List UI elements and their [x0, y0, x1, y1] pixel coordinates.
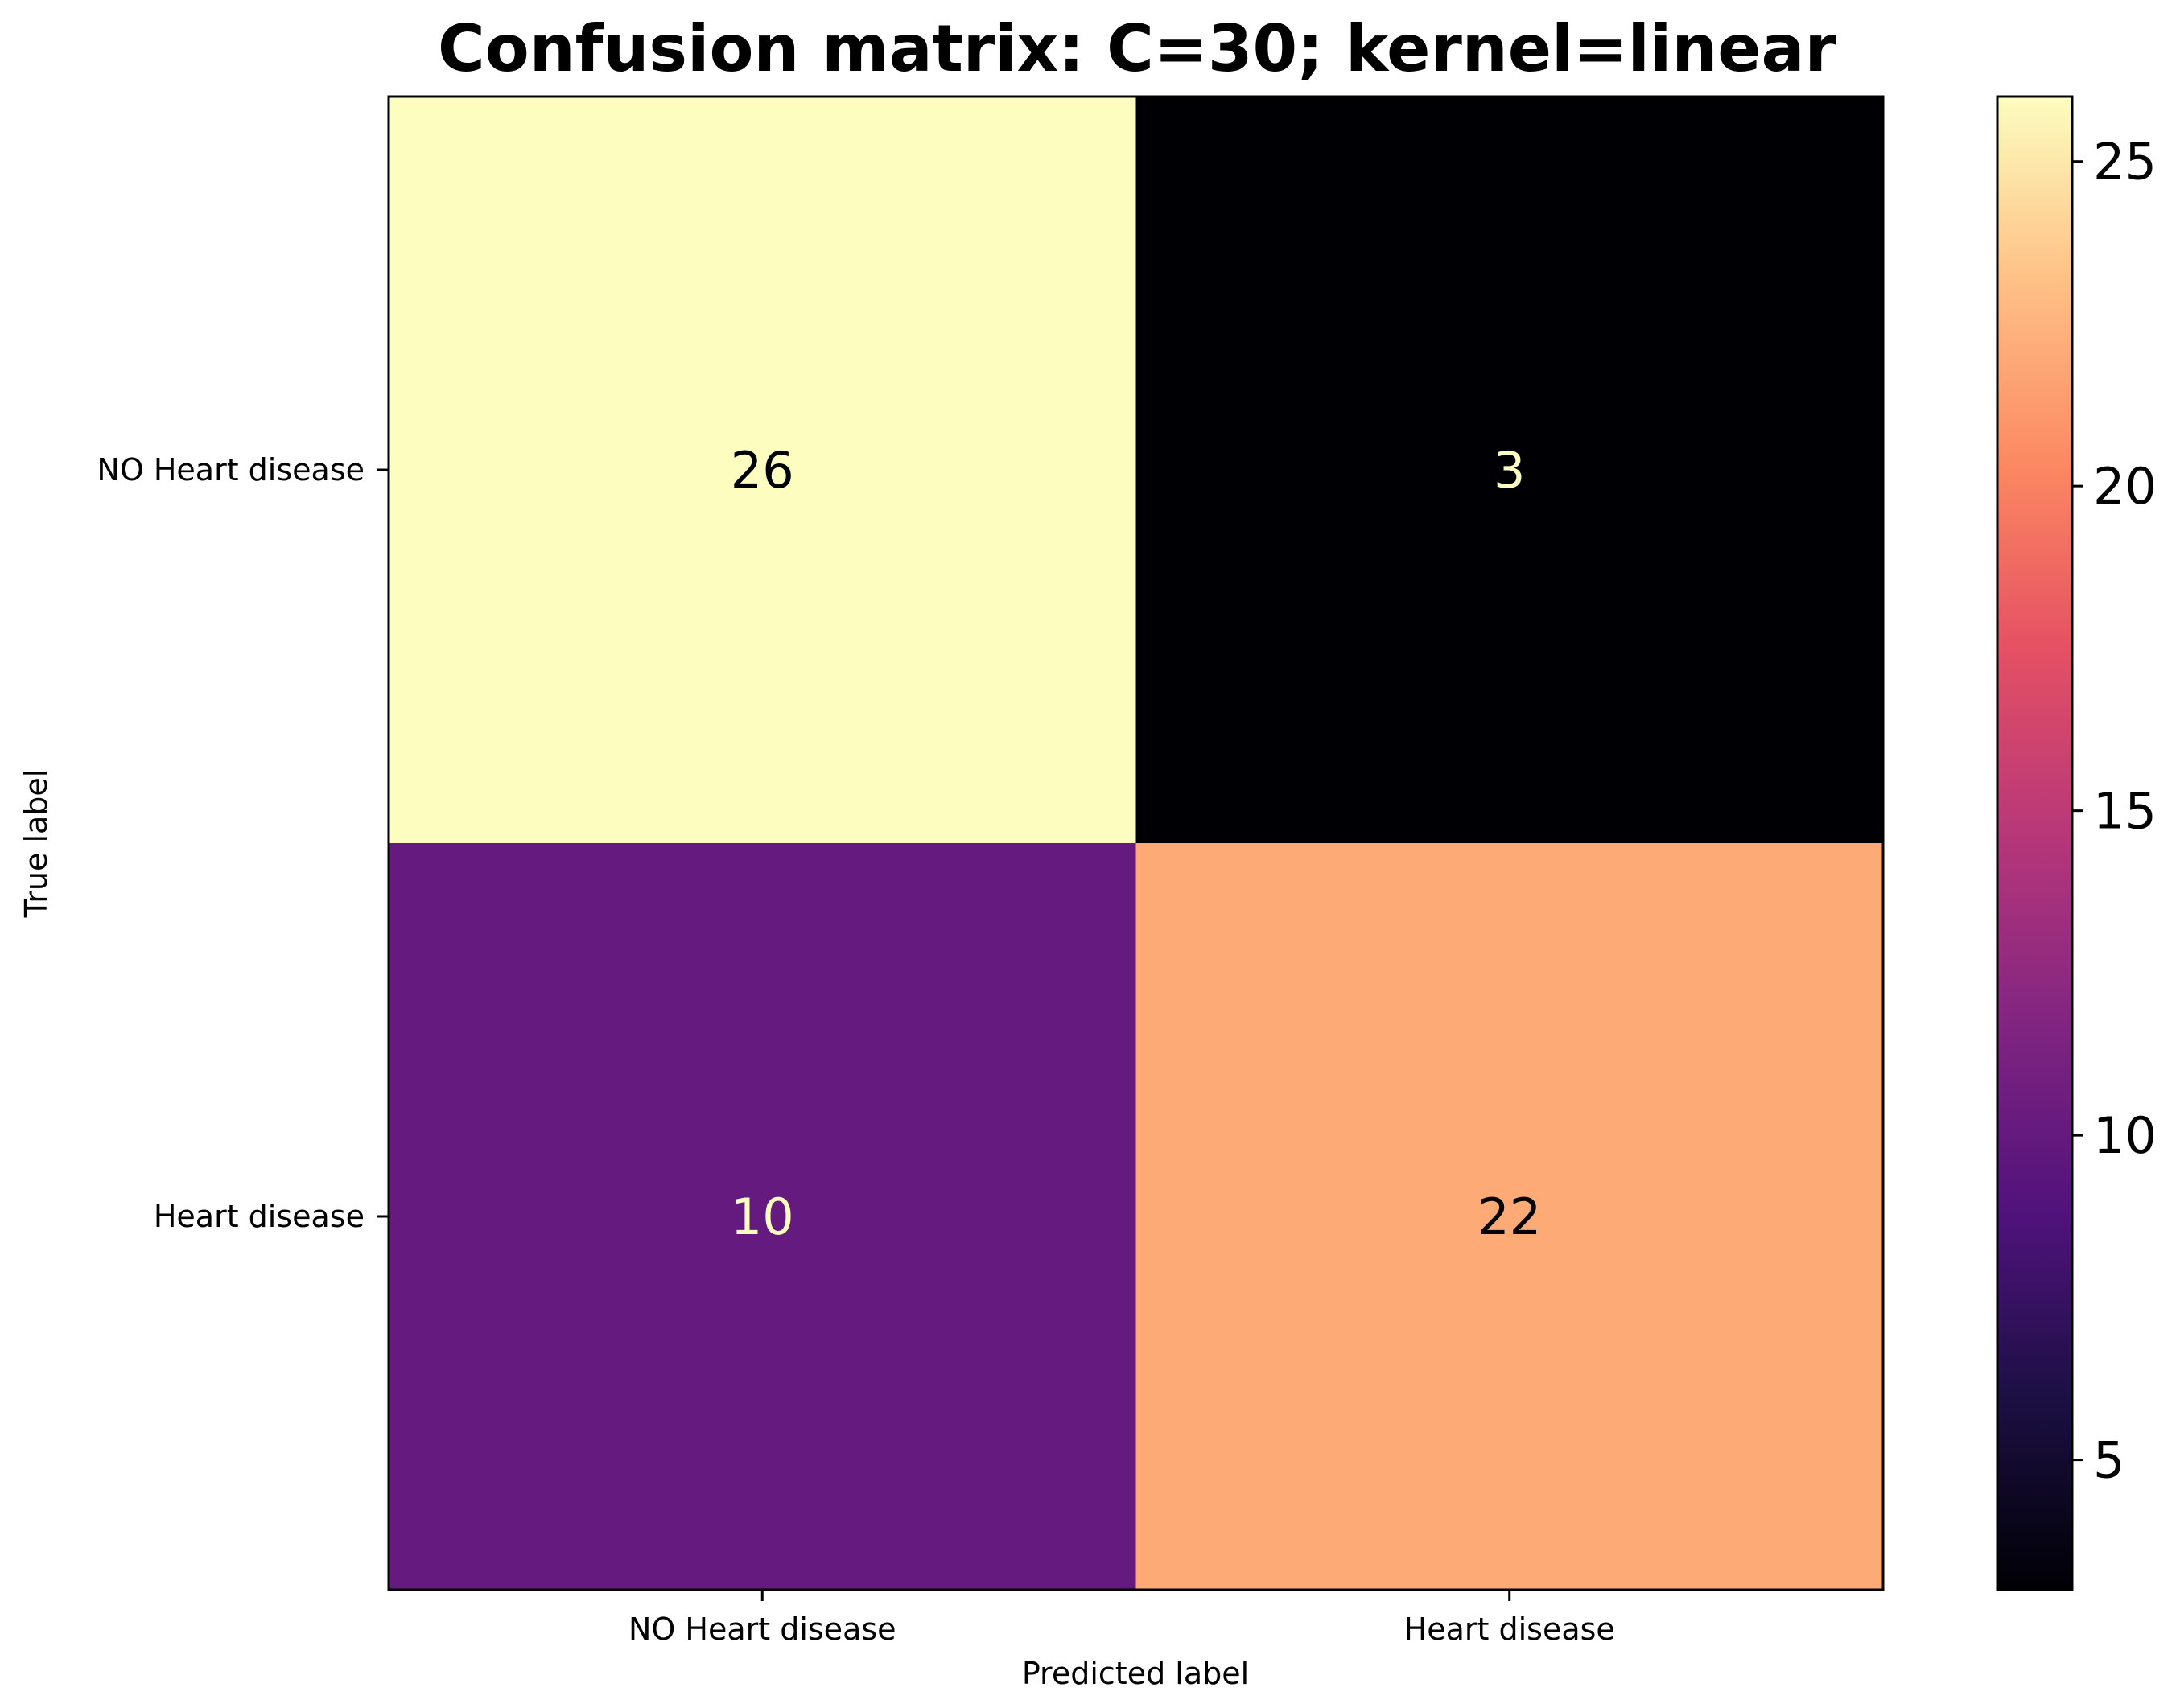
cell-value-r0-c0: 26: [731, 441, 794, 500]
cell-value-r1-c1: 22: [1477, 1187, 1541, 1246]
y-tick-label: Heart disease: [154, 1199, 365, 1234]
colorbar-tick-label: 20: [2093, 457, 2157, 516]
colorbar: [1996, 95, 2074, 1591]
colorbar-tick-label: 10: [2093, 1106, 2157, 1165]
heatmap-cell-r0-c1: [1135, 97, 1884, 844]
x-tick-label: NO Heart disease: [628, 1611, 896, 1647]
x-axis-label: Predicted label: [1022, 1656, 1249, 1691]
cell-value-r0-c1: 3: [1494, 441, 1525, 500]
heatmap-cells: [389, 97, 1884, 1591]
colorbar-tick-label: 5: [2093, 1431, 2124, 1490]
cell-value-r1-c0: 10: [731, 1187, 794, 1246]
chart-title: Confusion matrix: C=30; kernel=linear: [438, 11, 1836, 86]
y-axis-label: True label: [19, 769, 54, 919]
x-tick-label: Heart disease: [1404, 1611, 1615, 1647]
colorbar-ticks: 5 10 15 20 25: [2072, 133, 2157, 1490]
heatmap-cell-r1-c0: [389, 843, 1136, 1591]
colorbar-tick-label: 25: [2093, 133, 2157, 191]
y-axis: NO Heart disease Heart disease: [97, 452, 389, 1234]
heatmap-cell-r1-c1: [1135, 843, 1884, 1591]
heatmap-cell-r0-c0: [389, 97, 1136, 844]
heatmap-cell-labels: 26 3 10 22: [731, 441, 1541, 1246]
y-tick-label: NO Heart disease: [97, 452, 365, 488]
plot-frame: [387, 95, 1885, 1591]
colorbar-tick-label: 15: [2093, 782, 2157, 841]
x-axis: NO Heart disease Heart disease: [628, 1590, 1615, 1647]
